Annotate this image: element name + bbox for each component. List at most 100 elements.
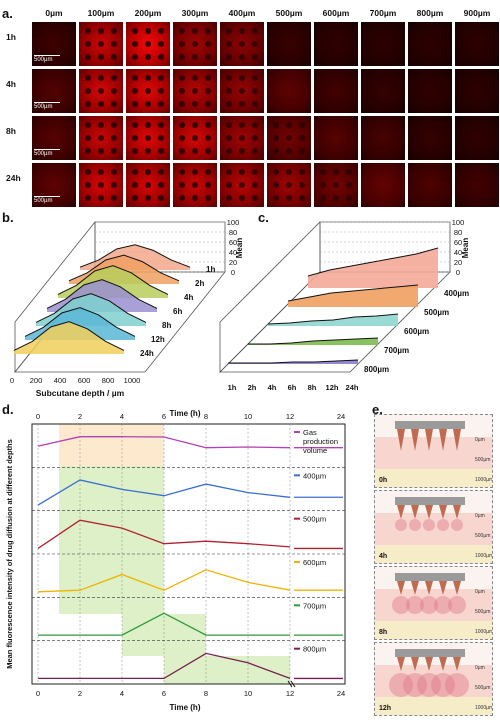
series-line <box>13 321 125 351</box>
series-area <box>14 321 124 354</box>
top-tick-label: 2 <box>78 412 82 421</box>
series-line <box>46 279 158 309</box>
top-tick-label: 10 <box>244 412 252 421</box>
fluorescence-tile <box>267 69 311 113</box>
z-tick-label: 80 <box>229 228 237 237</box>
series-label: 1h <box>206 265 215 274</box>
series-label: 24h <box>140 349 154 358</box>
fluorescence-tile <box>314 22 358 66</box>
depth-label: 500µm <box>475 609 490 615</box>
z-tick-label: 100 <box>227 218 240 227</box>
bottom-tick-label: 6 <box>162 689 166 698</box>
fluorescence-tile <box>173 22 217 66</box>
column-header: 900µm <box>463 8 491 18</box>
diffusion-cloud <box>423 519 435 531</box>
x-tick-label: 6h <box>288 383 297 392</box>
fluorescence-tile <box>361 22 405 66</box>
row-header: 4h <box>6 79 16 89</box>
time-label: 4h <box>379 553 388 560</box>
series-line <box>248 337 379 345</box>
fluorescence-tile <box>126 116 170 160</box>
bottom-tick-label: 24 <box>337 689 345 698</box>
diffusion-cloud <box>437 519 449 531</box>
row-header: 24h <box>6 173 21 183</box>
series-label: 600µm <box>404 327 429 336</box>
fluorescence-tile <box>267 116 311 160</box>
series-label: 2h <box>195 279 204 288</box>
series-label: 500µm <box>303 515 326 524</box>
x-tick-label: 1h <box>228 383 237 392</box>
side-plane <box>219 221 321 373</box>
fluorescence-tile <box>173 69 217 113</box>
axis-break <box>290 680 296 688</box>
diffusion-cloud <box>395 519 407 531</box>
top-tick-label: 12 <box>286 412 294 421</box>
series-label: 700µm <box>384 346 409 355</box>
fluorescence-tile <box>79 163 123 207</box>
diffusion-cloud <box>406 596 424 614</box>
z-tick-label: 60 <box>454 238 462 247</box>
depth-label: 1000µm <box>475 477 492 483</box>
gas-band <box>59 424 164 466</box>
fluorescence-tile <box>408 69 452 113</box>
scale-bar: 500µm <box>34 196 61 204</box>
z-tick-label: 100 <box>452 218 465 227</box>
fluorescence-tile <box>408 116 452 160</box>
microneedle <box>453 657 461 671</box>
x-tick-label: 1000 <box>124 376 141 385</box>
z-tick-label: 80 <box>454 228 462 237</box>
fluorescence-tile: 500µm <box>32 116 76 160</box>
fat-layer <box>375 697 492 715</box>
diffusion-cloud <box>417 673 441 697</box>
diffusion-cloud <box>431 673 455 697</box>
series-line <box>68 254 180 282</box>
highlight-band <box>59 466 164 530</box>
series-label: 400µm <box>303 471 326 480</box>
depth-label: 1000µm <box>475 705 492 711</box>
x-tick-label: 200 <box>30 376 43 385</box>
fluorescence-tile <box>220 116 264 160</box>
microneedle <box>397 657 405 671</box>
diffusion-cloud <box>403 673 427 697</box>
series-area <box>308 248 438 288</box>
z-axis-label: Mean <box>235 238 244 259</box>
diffusion-cloud <box>392 596 410 614</box>
scale-bar: 500µm <box>34 102 61 110</box>
fluorescence-tile <box>267 22 311 66</box>
depth-label: 500µm <box>475 457 490 463</box>
top-tick-label: 8 <box>204 412 208 421</box>
y-axis-label: Mean fluorescence intensity of drug diff… <box>5 439 14 669</box>
bottom-tick-label: 2 <box>78 689 82 698</box>
panel-e-letter: e. <box>372 402 383 417</box>
series-line <box>287 284 419 302</box>
fluorescence-tile <box>408 163 452 207</box>
z-tick-label: 60 <box>229 238 237 247</box>
z-tick-label: 0 <box>231 268 235 277</box>
patch-backing <box>395 421 465 429</box>
series-label: volume <box>303 446 327 455</box>
microneedle <box>397 581 405 595</box>
diffusion-cloud <box>445 673 469 697</box>
diffusion-cloud <box>409 519 421 531</box>
panel-c-letter: c. <box>258 210 269 225</box>
x-tick-label: 2h <box>248 383 257 392</box>
bottom-tick-label: 12 <box>286 689 294 698</box>
microneedle-cartoon: 0µm 500µm 1000µm 4h <box>374 490 493 564</box>
z-tick-label: 40 <box>229 248 237 257</box>
microneedle <box>411 657 419 671</box>
fat-layer <box>375 621 492 639</box>
fluorescence-tile <box>361 116 405 160</box>
microneedle <box>453 429 461 451</box>
series-line <box>37 519 291 549</box>
x-tick-label: 12h <box>326 383 339 392</box>
fluorescence-tile <box>173 163 217 207</box>
microneedle <box>453 505 461 519</box>
bottom-tick-label: 0 <box>36 689 40 698</box>
fluorescence-tile <box>455 69 499 113</box>
panel-d-letter: d. <box>2 402 14 417</box>
microneedle-cartoon: 0µm 500µm 1000µm 8h <box>374 566 493 640</box>
x-tick-label: 24h <box>346 383 359 392</box>
series-line <box>37 436 291 449</box>
highlight-band <box>59 530 164 572</box>
